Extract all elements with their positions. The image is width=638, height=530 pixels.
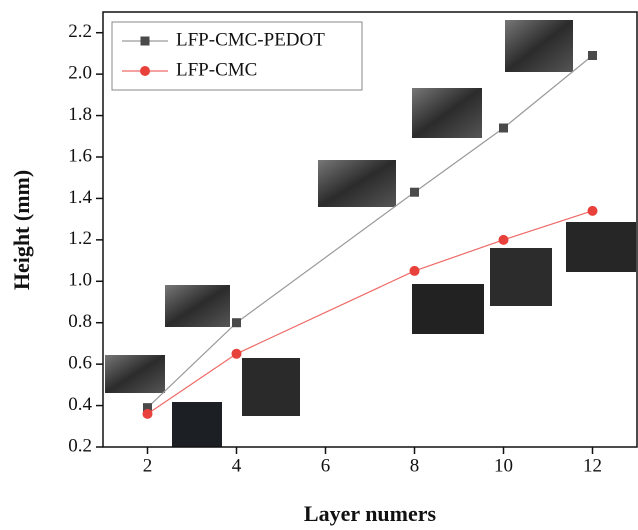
x-tick-label: 6 (321, 455, 331, 476)
y-axis-label: Height (mm) (9, 170, 34, 290)
photo (165, 285, 230, 327)
data-point (232, 318, 241, 327)
y-tick-label: 1.4 (68, 187, 92, 208)
legend-label: LFP-CMC-PEDOT (176, 29, 325, 50)
y-tick-label: 1.6 (68, 145, 92, 166)
photo (242, 358, 300, 416)
legend-marker (141, 37, 150, 46)
data-point (499, 124, 508, 133)
y-tick-label: 0.2 (68, 435, 92, 456)
x-tick-label: 4 (232, 455, 242, 476)
photo (172, 402, 222, 447)
photo (490, 248, 552, 306)
y-tick-label: 1.8 (68, 104, 92, 125)
x-tick-label: 2 (143, 455, 153, 476)
data-point (410, 266, 420, 276)
y-tick-label: 1.2 (68, 228, 92, 249)
y-tick-label: 0.6 (68, 353, 92, 374)
photo (412, 284, 484, 334)
y-tick-label: 2.0 (68, 63, 92, 84)
photo (505, 20, 573, 72)
photo (105, 355, 165, 393)
photo (412, 88, 482, 138)
data-point (410, 188, 419, 197)
y-tick-label: 0.8 (68, 311, 92, 332)
photo (566, 222, 636, 272)
photo (318, 160, 396, 207)
data-point (588, 206, 598, 216)
x-tick-label: 10 (494, 455, 513, 476)
data-point (588, 51, 597, 60)
y-tick-label: 2.2 (68, 21, 92, 42)
x-tick-label: 12 (583, 455, 602, 476)
y-tick-label: 1.0 (68, 270, 92, 291)
legend-marker (140, 66, 150, 76)
x-axis-label: Layer numers (304, 501, 437, 526)
y-tick-label: 0.4 (68, 394, 92, 415)
data-point (499, 235, 509, 245)
x-tick-label: 8 (410, 455, 420, 476)
data-point (232, 349, 242, 359)
legend-label: LFP-CMC (176, 59, 257, 80)
data-point (143, 409, 153, 419)
chart: Layer numers Height (mm) 2 4 6 8 10 12 0.2 0.4 0… (0, 0, 638, 530)
series-line (148, 56, 593, 408)
